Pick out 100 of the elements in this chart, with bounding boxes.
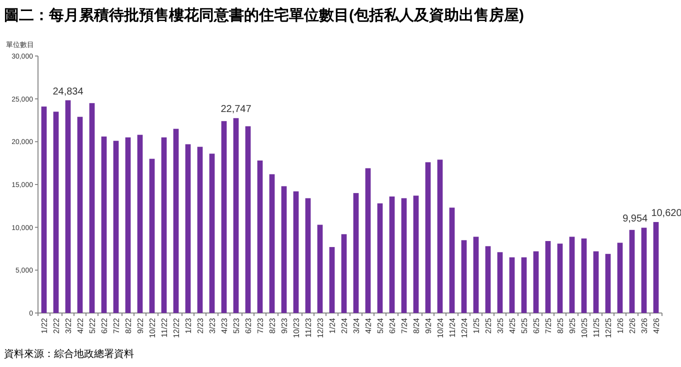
x-tick-label: 5/25 bbox=[520, 317, 529, 334]
bar bbox=[77, 116, 83, 313]
bar bbox=[233, 118, 239, 313]
x-tick-label: 7/22 bbox=[112, 317, 121, 334]
x-tick-label: 1/24 bbox=[328, 317, 337, 334]
data-label: 10,620 bbox=[651, 208, 681, 220]
x-tick-label: 3/24 bbox=[352, 317, 361, 334]
bar bbox=[641, 228, 647, 313]
bar bbox=[545, 241, 551, 313]
bar bbox=[389, 196, 395, 313]
x-tick-label: 2/22 bbox=[52, 317, 61, 334]
x-tick-label: 3/23 bbox=[208, 317, 217, 334]
bar bbox=[617, 242, 623, 313]
bar bbox=[485, 246, 491, 313]
x-tick-label: 4/25 bbox=[508, 317, 517, 334]
bar bbox=[113, 140, 119, 313]
x-tick-label: 8/24 bbox=[412, 317, 421, 334]
x-tick-label: 6/24 bbox=[388, 317, 397, 334]
x-tick-label: 6/22 bbox=[100, 317, 109, 334]
x-tick-label: 12/22 bbox=[172, 317, 181, 338]
x-tick-label: 4/24 bbox=[364, 317, 373, 334]
x-tick-label: 8/25 bbox=[556, 317, 565, 334]
source-note: 資料來源：綜合地政總署資料 bbox=[4, 348, 134, 360]
bar bbox=[557, 244, 563, 313]
x-tick-label: 11/24 bbox=[448, 317, 457, 338]
bar bbox=[581, 238, 587, 313]
bar bbox=[293, 191, 299, 313]
bar bbox=[257, 160, 263, 313]
x-tick-label: 11/25 bbox=[592, 317, 601, 338]
bar bbox=[653, 222, 659, 313]
bar bbox=[449, 208, 455, 313]
bar bbox=[425, 162, 431, 313]
bar bbox=[533, 251, 539, 313]
bar bbox=[341, 234, 347, 313]
x-tick-label: 7/24 bbox=[400, 317, 409, 334]
x-tick-label: 11/23 bbox=[304, 317, 313, 338]
bar bbox=[593, 251, 599, 313]
bar bbox=[65, 100, 71, 313]
x-tick-label: 1/26 bbox=[616, 317, 625, 334]
x-tick-label: 5/22 bbox=[88, 317, 97, 334]
x-tick-label: 2/26 bbox=[628, 317, 637, 334]
x-tick-label: 4/26 bbox=[652, 317, 661, 334]
data-label: 9,954 bbox=[622, 214, 648, 225]
x-tick-label: 4/23 bbox=[220, 317, 229, 334]
bar bbox=[377, 203, 383, 313]
bar bbox=[149, 158, 155, 313]
chart-title: 圖二：每月累積待批預售樓花同意書的住宅單位數目(包括私人及資助出售房屋) bbox=[4, 6, 524, 24]
x-tick-label: 9/24 bbox=[424, 317, 433, 334]
x-tick-label: 2/24 bbox=[340, 317, 349, 334]
data-label: 22,747 bbox=[220, 104, 252, 116]
x-tick-label: 10/24 bbox=[436, 317, 445, 338]
x-tick-label: 1/22 bbox=[40, 317, 49, 334]
x-tick-label: 3/26 bbox=[640, 317, 649, 334]
x-tick-label: 12/23 bbox=[316, 317, 325, 338]
bar bbox=[461, 240, 467, 313]
x-tick-label: 8/23 bbox=[268, 317, 277, 334]
x-tick-label: 5/23 bbox=[232, 317, 241, 334]
x-tick-label: 3/25 bbox=[496, 317, 505, 334]
bar bbox=[353, 193, 359, 313]
bar bbox=[317, 224, 323, 313]
bar bbox=[101, 136, 107, 313]
bar bbox=[437, 160, 443, 313]
x-tick-label: 5/24 bbox=[376, 317, 385, 334]
bar bbox=[185, 144, 191, 313]
bar bbox=[53, 112, 59, 313]
bar bbox=[569, 236, 575, 313]
bar bbox=[413, 196, 419, 313]
x-tick-label: 10/22 bbox=[148, 317, 157, 338]
x-tick-label: 8/22 bbox=[124, 317, 133, 334]
bar bbox=[209, 154, 215, 313]
x-tick-label: 7/23 bbox=[256, 317, 265, 334]
bar bbox=[161, 137, 167, 313]
bar bbox=[269, 174, 275, 313]
x-tick-label: 12/24 bbox=[460, 317, 469, 338]
bar bbox=[365, 168, 371, 313]
data-label: 24,834 bbox=[52, 86, 84, 98]
bar bbox=[89, 103, 95, 313]
x-tick-label: 2/23 bbox=[196, 317, 205, 334]
bar bbox=[329, 247, 335, 313]
bar bbox=[281, 186, 287, 313]
x-tick-label: 1/23 bbox=[184, 317, 193, 334]
x-tick-label: 9/23 bbox=[280, 317, 289, 334]
bar bbox=[125, 137, 131, 313]
x-tick-label: 1/25 bbox=[472, 317, 481, 334]
bar bbox=[137, 134, 143, 313]
bar bbox=[305, 198, 311, 313]
x-tick-label: 10/25 bbox=[580, 317, 589, 338]
x-tick-label: 10/23 bbox=[292, 317, 301, 338]
x-tick-label: 11/22 bbox=[160, 317, 169, 338]
bar bbox=[497, 252, 503, 313]
bar bbox=[521, 257, 527, 313]
x-tick-label: 6/23 bbox=[244, 317, 253, 334]
x-tick-label: 4/22 bbox=[76, 317, 85, 334]
x-tick-label: 9/25 bbox=[568, 317, 577, 334]
bar bbox=[629, 230, 635, 313]
x-tick-label: 7/25 bbox=[544, 317, 553, 334]
x-tick-label: 6/25 bbox=[532, 317, 541, 334]
x-tick-label: 12/25 bbox=[604, 317, 613, 338]
x-tick-label: 9/22 bbox=[136, 317, 145, 334]
bar bbox=[401, 198, 407, 313]
